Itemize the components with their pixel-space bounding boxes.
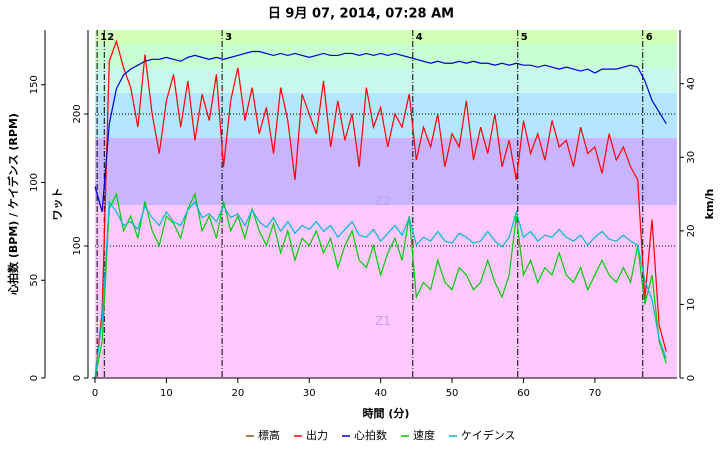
- legend-label: 出力: [306, 428, 328, 442]
- lap-label: 5: [521, 32, 528, 43]
- y-tick-label: 150: [29, 75, 40, 94]
- zone-band: [95, 205, 677, 378]
- lap-label: 4: [416, 32, 423, 43]
- lap-label: 6: [646, 32, 653, 43]
- y3-tick-label: 0: [686, 375, 697, 381]
- x-tick-label: 30: [303, 388, 316, 399]
- x-tick-label: 50: [446, 388, 459, 399]
- y2-tick-label: 200: [72, 104, 83, 123]
- x-tick-label: 40: [374, 388, 387, 399]
- y2-tick-label: 0: [72, 375, 83, 381]
- y-tick-label: 0: [29, 375, 40, 381]
- legend-label: 心拍数: [354, 428, 387, 442]
- y3-tick-label: 40: [686, 77, 697, 90]
- x-tick-label: 10: [160, 388, 173, 399]
- lap-label: 3: [225, 32, 232, 43]
- x-tick-label: 20: [231, 388, 244, 399]
- y-tick-label: 100: [29, 173, 40, 192]
- zone-band: [95, 43, 677, 68]
- x-tick-label: 70: [589, 388, 602, 399]
- y3-tick-label: 10: [686, 298, 697, 311]
- x-tick-label: 60: [517, 388, 530, 399]
- y-tick-label: 50: [29, 274, 40, 287]
- zone-label: Z1: [375, 314, 391, 328]
- y-axis-label: 心拍数 (BPM) / ケイデンス (RPM): [6, 113, 20, 295]
- zone-band: [95, 137, 677, 206]
- zone-label: Z2: [375, 194, 391, 208]
- legend-label: 標高: [258, 428, 280, 442]
- chart-title: 日 9月 07, 2014, 07:28 AM: [268, 7, 454, 22]
- series-line: [94, 200, 667, 379]
- legend-label: 速度: [413, 428, 435, 442]
- series-line: [94, 50, 667, 212]
- y2-tick-label: 100: [72, 236, 83, 255]
- y3-tick-label: 30: [686, 151, 697, 164]
- legend-label: ケイデンス: [461, 428, 516, 442]
- x-tick-label: 0: [92, 388, 98, 399]
- lap-label: 2: [107, 32, 114, 43]
- zone-band: [95, 30, 677, 44]
- x-axis-label: 時間 (分): [363, 406, 410, 420]
- y3-axis-label: km/h: [703, 189, 716, 220]
- y2-axis-label: ワット: [51, 188, 64, 221]
- y3-tick-label: 20: [686, 224, 697, 237]
- lap-label: 1: [100, 32, 107, 43]
- series-line: [94, 39, 667, 379]
- series-line: [94, 192, 667, 379]
- zone-band: [95, 67, 677, 93]
